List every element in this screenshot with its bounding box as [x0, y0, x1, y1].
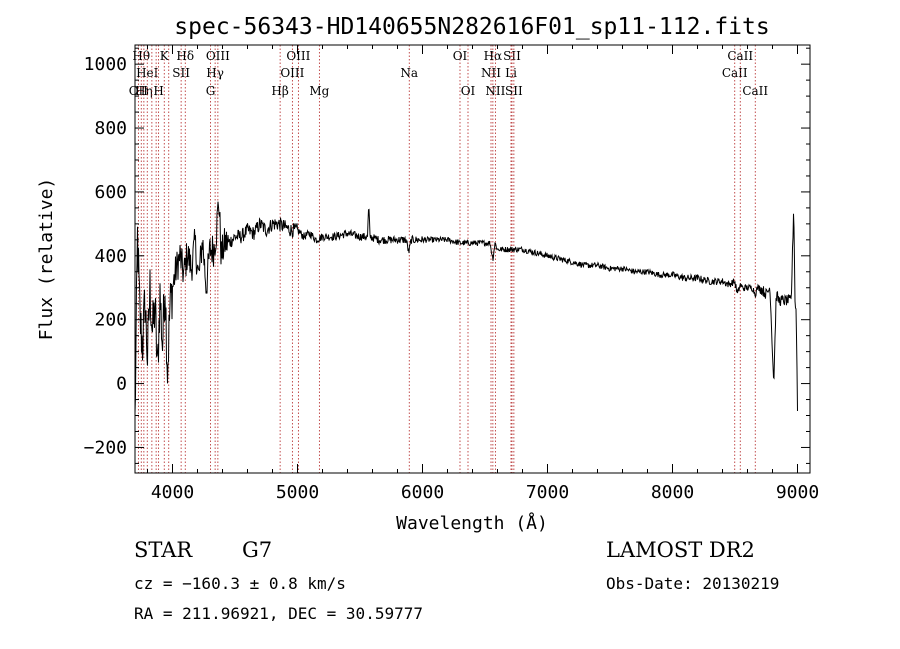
- spectral-line-label: OIII: [286, 49, 310, 63]
- y-tick-label: 400: [94, 246, 127, 267]
- spectral-line-label: NII: [481, 66, 501, 80]
- spectral-line-label: OIII: [280, 66, 304, 80]
- y-tick-label: −200: [84, 437, 127, 458]
- x-tick-label: 5000: [276, 482, 319, 503]
- spectral-line-label: Hα: [484, 49, 503, 63]
- y-tick-label: 0: [116, 374, 127, 395]
- object-subclass: G7: [242, 538, 273, 562]
- spectral-line-label: Hδ: [176, 49, 194, 63]
- spectral-line-label: Na: [400, 66, 418, 80]
- spectrum-line: [134, 201, 798, 414]
- spectral-line-label: Mg: [309, 84, 329, 98]
- spectral-line-label: Hβ: [271, 84, 288, 98]
- x-tick-label: 8000: [651, 482, 694, 503]
- x-tick-label: 4000: [151, 482, 194, 503]
- spectral-line-label: Li: [505, 66, 517, 80]
- spectral-line-label: K: [160, 49, 170, 63]
- plot-frame: [134, 44, 811, 474]
- spectral-line-label: CaII: [722, 66, 748, 80]
- spectral-line-label: Hη: [135, 84, 153, 98]
- obs-date: Obs-Date: 20130219: [606, 574, 780, 593]
- spectral-line-label: OIII: [206, 49, 230, 63]
- redshift-readout: cz = −160.3 ± 0.8 km/s: [134, 574, 346, 593]
- survey-name: LAMOST DR2: [606, 538, 755, 562]
- x-tick-label: 7000: [526, 482, 569, 503]
- y-tick-label: 600: [94, 182, 127, 203]
- spectral-line-label: SII: [172, 66, 190, 80]
- y-tick-label: 800: [94, 118, 127, 139]
- spectral-line-label: G: [206, 84, 216, 98]
- spectral-lines: OIIHθHηHeIHKSIIHδGHγOIIIHβOIIIOIIIMgNaOI…: [129, 45, 768, 473]
- axis-tick-labels: 4000 5000 6000 7000 8000 9000 −200 0 200 400 600 80…: [84, 54, 820, 503]
- object-class: STAR: [134, 538, 193, 562]
- spectral-line-label: Hθ: [132, 49, 150, 63]
- spectrum-series: [134, 201, 798, 414]
- axis-ticks: [135, 45, 810, 473]
- coordinates-readout: RA = 211.96921, DEC = 30.59777: [134, 604, 423, 623]
- spectral-line-label: OI: [453, 49, 468, 63]
- x-tick-label: 9000: [776, 482, 819, 503]
- spectral-line-label: NII: [485, 84, 505, 98]
- x-tick-label: 6000: [401, 482, 444, 503]
- spectral-line-label: SII: [505, 84, 523, 98]
- y-axis-label: Flux (relative): [36, 178, 57, 341]
- x-axis-label: Wavelength (Å): [396, 512, 548, 534]
- y-tick-label: 200: [94, 310, 127, 331]
- spectral-line-label: OII: [129, 84, 149, 98]
- spectral-line-label: SII: [503, 49, 521, 63]
- spectral-line-label: OI: [461, 84, 476, 98]
- chart-title: spec-56343-HD140655N282616F01_sp11-112.f…: [174, 14, 769, 40]
- spectral-line-label: CaII: [727, 49, 753, 63]
- spectral-line-label: HeI: [136, 66, 159, 80]
- spectral-line-label: Hγ: [206, 66, 224, 80]
- y-tick-label: 1000: [84, 54, 127, 75]
- spectral-line-label: H: [153, 84, 163, 98]
- spectral-line-label: CaII: [742, 84, 768, 98]
